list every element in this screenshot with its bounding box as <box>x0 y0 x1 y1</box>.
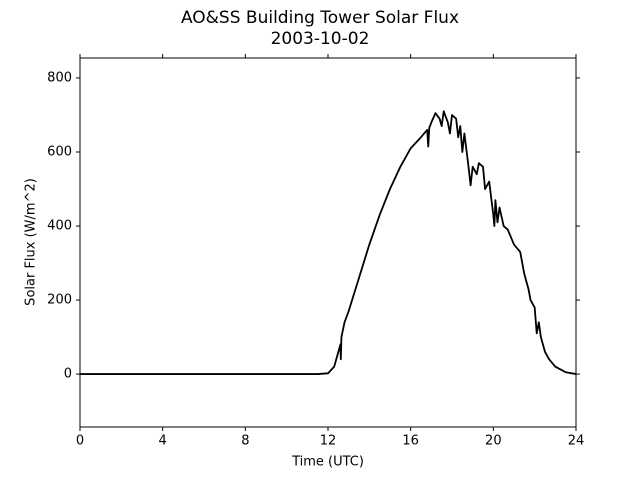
line-series <box>80 110 577 375</box>
chart-title: AO&SS Building Tower Solar Flux <box>181 8 459 28</box>
x-tick-label: 8 <box>241 434 249 449</box>
y-tick-label: 0 <box>64 367 72 382</box>
x-tick-label: 24 <box>568 434 585 449</box>
y-axis-label: Solar Flux (W/m^2) <box>24 178 39 306</box>
x-tick-label: 0 <box>76 434 84 449</box>
x-axis-label: Time (UTC) <box>291 455 364 470</box>
x-tick-label: 20 <box>485 434 502 449</box>
plot-frame <box>79 57 577 428</box>
x-tick-label: 4 <box>159 434 167 449</box>
y-tick-label: 600 <box>47 145 72 160</box>
y-tick-label: 400 <box>47 219 72 234</box>
x-tick-label: 12 <box>320 434 337 449</box>
y-tick-label: 800 <box>47 70 72 85</box>
x-tick-label: 16 <box>402 434 419 449</box>
y-tick-label: 200 <box>47 293 72 308</box>
chart-subtitle: 2003-10-02 <box>271 29 370 49</box>
